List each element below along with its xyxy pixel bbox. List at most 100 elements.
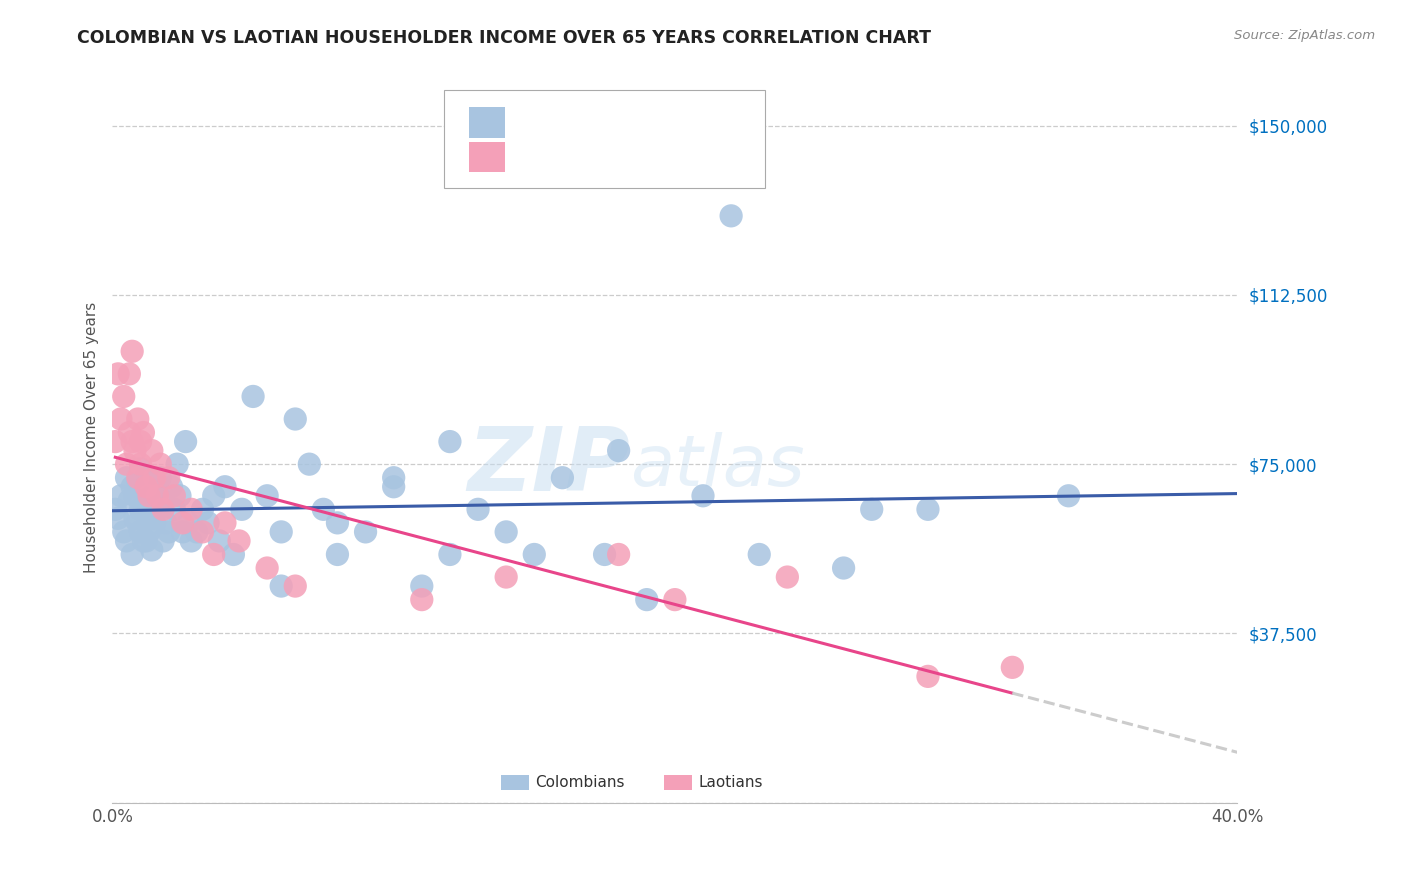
Text: N =: N = bbox=[650, 148, 697, 166]
Point bbox=[118, 367, 141, 381]
Point bbox=[152, 502, 174, 516]
Point bbox=[748, 548, 770, 562]
Point bbox=[523, 548, 546, 562]
Point bbox=[1001, 660, 1024, 674]
Point bbox=[197, 516, 219, 530]
Point bbox=[124, 443, 146, 458]
Point bbox=[138, 524, 160, 539]
Point bbox=[129, 461, 152, 475]
Point bbox=[160, 480, 183, 494]
Point bbox=[163, 502, 186, 516]
Point bbox=[231, 502, 253, 516]
Point bbox=[112, 524, 135, 539]
Point bbox=[382, 480, 405, 494]
Point bbox=[107, 367, 129, 381]
Point bbox=[129, 457, 152, 471]
Point bbox=[917, 669, 939, 683]
Point bbox=[149, 471, 172, 485]
Text: R =: R = bbox=[520, 148, 557, 166]
Point bbox=[495, 524, 517, 539]
Text: R =: R = bbox=[520, 113, 562, 131]
Point bbox=[180, 533, 202, 548]
Point bbox=[191, 502, 214, 516]
Point bbox=[214, 480, 236, 494]
Point bbox=[439, 548, 461, 562]
Point bbox=[411, 592, 433, 607]
Point bbox=[467, 502, 489, 516]
Point bbox=[129, 502, 152, 516]
Point bbox=[228, 533, 250, 548]
Point bbox=[104, 434, 127, 449]
Text: 0.029: 0.029 bbox=[586, 113, 638, 131]
FancyBboxPatch shape bbox=[470, 107, 505, 138]
Point bbox=[720, 209, 742, 223]
Point bbox=[127, 516, 149, 530]
Point bbox=[155, 516, 177, 530]
Point bbox=[143, 489, 166, 503]
Point bbox=[284, 579, 307, 593]
Point bbox=[138, 498, 160, 512]
Point bbox=[208, 533, 231, 548]
Point bbox=[411, 579, 433, 593]
Text: 79: 79 bbox=[710, 113, 733, 131]
Point bbox=[121, 344, 143, 359]
Point bbox=[180, 502, 202, 516]
Point bbox=[141, 543, 163, 558]
Point bbox=[284, 412, 307, 426]
Point bbox=[124, 489, 146, 503]
Point bbox=[242, 389, 264, 403]
Point bbox=[115, 533, 138, 548]
Point bbox=[832, 561, 855, 575]
Point bbox=[115, 457, 138, 471]
Point bbox=[121, 548, 143, 562]
Point bbox=[270, 579, 292, 593]
Point bbox=[146, 502, 169, 516]
Point bbox=[152, 533, 174, 548]
Point bbox=[157, 471, 180, 485]
FancyBboxPatch shape bbox=[664, 775, 692, 789]
Point bbox=[110, 489, 132, 503]
Text: COLOMBIAN VS LAOTIAN HOUSEHOLDER INCOME OVER 65 YEARS CORRELATION CHART: COLOMBIAN VS LAOTIAN HOUSEHOLDER INCOME … bbox=[77, 29, 931, 46]
Point bbox=[174, 434, 197, 449]
Point bbox=[172, 516, 194, 530]
Point bbox=[495, 570, 517, 584]
Point bbox=[118, 493, 141, 508]
Point bbox=[135, 480, 157, 494]
Point bbox=[860, 502, 883, 516]
Point bbox=[112, 389, 135, 403]
Point bbox=[298, 457, 321, 471]
Text: atlas: atlas bbox=[630, 432, 804, 500]
Point bbox=[135, 507, 157, 521]
Text: N =: N = bbox=[650, 113, 697, 131]
Point bbox=[593, 548, 616, 562]
Point bbox=[692, 489, 714, 503]
Point bbox=[551, 471, 574, 485]
Text: -0.472: -0.472 bbox=[579, 148, 638, 166]
Point bbox=[149, 457, 172, 471]
Point bbox=[163, 489, 186, 503]
Point bbox=[214, 516, 236, 530]
Point bbox=[186, 524, 208, 539]
Point bbox=[917, 502, 939, 516]
Point bbox=[256, 561, 278, 575]
Point bbox=[110, 412, 132, 426]
Point bbox=[129, 434, 152, 449]
Point bbox=[607, 548, 630, 562]
Point bbox=[124, 511, 146, 525]
Point bbox=[152, 493, 174, 508]
Point bbox=[104, 502, 127, 516]
Point bbox=[121, 480, 143, 494]
Point bbox=[312, 502, 335, 516]
Point bbox=[270, 524, 292, 539]
Point bbox=[135, 471, 157, 485]
Point bbox=[132, 533, 155, 548]
Text: Source: ZipAtlas.com: Source: ZipAtlas.com bbox=[1234, 29, 1375, 42]
Point bbox=[191, 524, 214, 539]
Point bbox=[146, 480, 169, 494]
Point bbox=[607, 443, 630, 458]
Point bbox=[1057, 489, 1080, 503]
Point bbox=[222, 548, 245, 562]
Point bbox=[177, 516, 200, 530]
Point bbox=[118, 425, 141, 440]
Point bbox=[127, 412, 149, 426]
